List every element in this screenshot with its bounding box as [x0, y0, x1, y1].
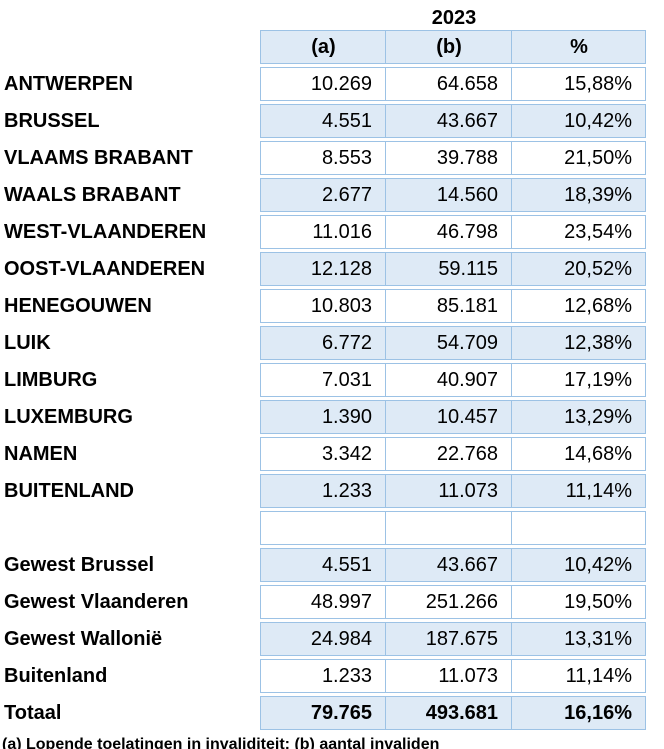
- table-title-year: 2023: [431, 7, 477, 29]
- cell-a: 6.772: [260, 326, 386, 360]
- cell-percent: 13,29%: [512, 400, 646, 434]
- table-row-total: Totaal 79.765 493.681 16,16%: [0, 696, 646, 730]
- row-label: HENEGOUWEN: [4, 294, 152, 317]
- cell-percent: 20,52%: [512, 252, 646, 286]
- cell-b: 64.658: [386, 67, 512, 101]
- cell-b: 54.709: [386, 326, 512, 360]
- cell-percent: [512, 511, 646, 545]
- table-row-empty: [0, 511, 646, 545]
- cell-a: 1.233: [260, 474, 386, 508]
- table-row: Gewest Wallonië 24.984 187.675 13,31%: [0, 622, 646, 656]
- cell-percent: 11,14%: [512, 659, 646, 693]
- row-label: Gewest Vlaanderen: [4, 590, 189, 613]
- cell-b: 39.788: [386, 141, 512, 175]
- cell-a: 8.553: [260, 141, 386, 175]
- table-row: HENEGOUWEN 10.803 85.181 12,68%: [0, 289, 646, 323]
- cell-b: 251.266: [386, 585, 512, 619]
- cell-a: 2.677: [260, 178, 386, 212]
- cell-percent: 15,88%: [512, 67, 646, 101]
- table-row: BUITENLAND 1.233 11.073 11,14%: [0, 474, 646, 508]
- table-row: WEST-VLAANDEREN 11.016 46.798 23,54%: [0, 215, 646, 249]
- row-label: BRUSSEL: [4, 109, 100, 132]
- cell-b: [386, 511, 512, 545]
- cell-percent: 16,16%: [512, 696, 646, 730]
- footnote: (a) Lopende toelatingen in invaliditeit;…: [2, 736, 440, 749]
- table-row: VLAAMS BRABANT 8.553 39.788 21,50%: [0, 141, 646, 175]
- cell-b: 43.667: [386, 548, 512, 582]
- table-row: LIMBURG 7.031 40.907 17,19%: [0, 363, 646, 397]
- row-label: Totaal: [4, 701, 62, 724]
- table-row: Gewest Brussel 4.551 43.667 10,42%: [0, 548, 646, 582]
- row-label: Gewest Brussel: [4, 553, 155, 576]
- cell-percent: 10,42%: [512, 548, 646, 582]
- row-label: Gewest Wallonië: [4, 627, 163, 650]
- cell-percent: 11,14%: [512, 474, 646, 508]
- table-row: NAMEN 3.342 22.768 14,68%: [0, 437, 646, 471]
- cell-b: 40.907: [386, 363, 512, 397]
- cell-percent: 12,38%: [512, 326, 646, 360]
- row-label: Buitenland: [4, 664, 108, 687]
- cell-a: 7.031: [260, 363, 386, 397]
- row-label: WAALS BRABANT: [4, 183, 181, 206]
- cell-percent: 19,50%: [512, 585, 646, 619]
- cell-b: 22.768: [386, 437, 512, 471]
- row-label: NAMEN: [4, 442, 78, 465]
- cell-a: [260, 511, 386, 545]
- cell-a: 10.269: [260, 67, 386, 101]
- cell-a: 4.551: [260, 548, 386, 582]
- cell-a: 11.016: [260, 215, 386, 249]
- statistics-table: (a) (b) % ANTWERPEN 10.269 64.658 15,88%…: [0, 27, 646, 733]
- cell-percent: 17,19%: [512, 363, 646, 397]
- cell-a: 1.390: [260, 400, 386, 434]
- table-row: BRUSSEL 4.551 43.667 10,42%: [0, 104, 646, 138]
- cell-a: 10.803: [260, 289, 386, 323]
- cell-b: 59.115: [386, 252, 512, 286]
- table-row: WAALS BRABANT 2.677 14.560 18,39%: [0, 178, 646, 212]
- cell-percent: 10,42%: [512, 104, 646, 138]
- cell-percent: 12,68%: [512, 289, 646, 323]
- cell-b: 85.181: [386, 289, 512, 323]
- column-header-b: (b): [386, 30, 512, 64]
- table-row: Buitenland 1.233 11.073 11,14%: [0, 659, 646, 693]
- header-label-spacer: [0, 30, 260, 64]
- cell-b: 43.667: [386, 104, 512, 138]
- cell-a: 3.342: [260, 437, 386, 471]
- cell-b: 10.457: [386, 400, 512, 434]
- cell-b: 14.560: [386, 178, 512, 212]
- row-label: WEST-VLAANDEREN: [4, 220, 207, 243]
- cell-a: 48.997: [260, 585, 386, 619]
- row-label: [0, 511, 260, 545]
- row-label: VLAAMS BRABANT: [4, 146, 193, 169]
- cell-percent: 21,50%: [512, 141, 646, 175]
- table-header-row: (a) (b) %: [0, 30, 646, 64]
- table-row: LUIK 6.772 54.709 12,38%: [0, 326, 646, 360]
- cell-b: 11.073: [386, 659, 512, 693]
- cell-a: 12.128: [260, 252, 386, 286]
- table-row: LUXEMBURG 1.390 10.457 13,29%: [0, 400, 646, 434]
- cell-a: 24.984: [260, 622, 386, 656]
- column-header-a: (a): [260, 30, 386, 64]
- cell-percent: 13,31%: [512, 622, 646, 656]
- cell-b: 187.675: [386, 622, 512, 656]
- table-row: Gewest Vlaanderen 48.997 251.266 19,50%: [0, 585, 646, 619]
- row-label: LIMBURG: [4, 368, 98, 391]
- cell-b: 46.798: [386, 215, 512, 249]
- cell-percent: 23,54%: [512, 215, 646, 249]
- cell-b: 493.681: [386, 696, 512, 730]
- row-label: ANTWERPEN: [4, 72, 133, 95]
- row-label: LUXEMBURG: [4, 405, 133, 428]
- cell-percent: 14,68%: [512, 437, 646, 471]
- table-row: ANTWERPEN 10.269 64.658 15,88%: [0, 67, 646, 101]
- row-label: BUITENLAND: [4, 479, 134, 502]
- column-header-percent: %: [512, 30, 646, 64]
- row-label: OOST-VLAANDEREN: [4, 257, 206, 280]
- cell-b: 11.073: [386, 474, 512, 508]
- cell-a: 4.551: [260, 104, 386, 138]
- cell-a: 1.233: [260, 659, 386, 693]
- row-label: LUIK: [4, 331, 51, 354]
- table-row: OOST-VLAANDEREN 12.128 59.115 20,52%: [0, 252, 646, 286]
- cell-percent: 18,39%: [512, 178, 646, 212]
- cell-a: 79.765: [260, 696, 386, 730]
